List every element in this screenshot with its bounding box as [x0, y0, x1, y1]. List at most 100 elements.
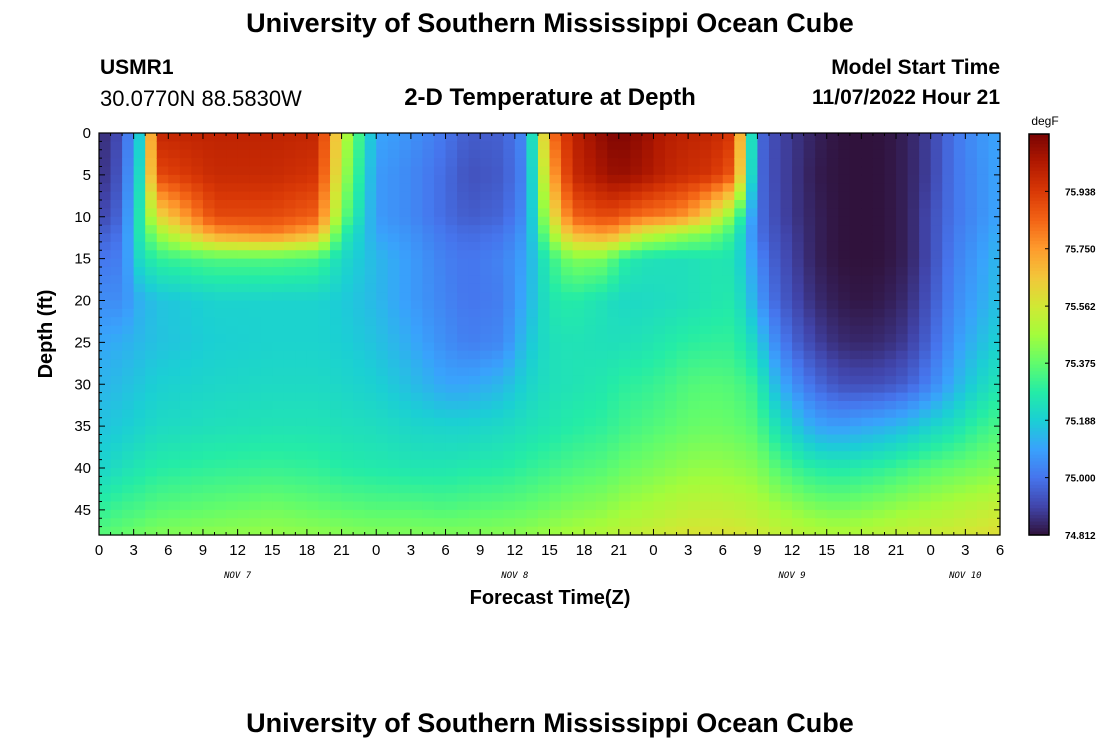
heatmap-cell — [226, 476, 239, 486]
heatmap-cell — [803, 200, 816, 209]
heatmap-cell — [919, 283, 932, 293]
heatmap-cell — [572, 384, 585, 394]
heatmap-cell — [561, 283, 574, 293]
heatmap-cell — [561, 359, 574, 369]
heatmap-cell — [237, 183, 250, 193]
x-tick-label: 9 — [753, 542, 761, 559]
heatmap-cell — [387, 468, 400, 477]
heatmap-cell — [387, 459, 400, 469]
heatmap-cell — [584, 417, 597, 427]
heatmap-cell — [376, 526, 389, 536]
heatmap-cell — [884, 233, 897, 243]
heatmap-cell — [838, 267, 851, 276]
heatmap-cell — [988, 350, 1001, 360]
heatmap-cell — [676, 501, 689, 511]
heatmap-cell — [191, 258, 204, 268]
heatmap-cell — [214, 375, 227, 385]
heatmap-cell — [884, 442, 897, 452]
heatmap-cell — [341, 283, 354, 293]
heatmap-cell — [953, 501, 966, 511]
heatmap-cell — [179, 484, 193, 494]
colorbar-swatch — [1029, 214, 1049, 219]
heatmap-cell — [549, 275, 562, 285]
heatmap-cell — [503, 250, 516, 260]
heatmap-cell — [861, 526, 874, 536]
heatmap-cell — [572, 476, 585, 486]
heatmap-cell — [919, 174, 932, 184]
heatmap-cell — [318, 359, 331, 369]
heatmap-cell — [341, 417, 354, 427]
heatmap-cell — [549, 409, 562, 419]
heatmap-cell — [457, 267, 470, 276]
heatmap-cell — [341, 367, 354, 377]
heatmap-cell — [699, 367, 712, 377]
heatmap-cell — [457, 401, 470, 410]
heatmap-cell — [826, 325, 839, 335]
heatmap-cell — [815, 308, 828, 318]
heatmap-cell — [618, 258, 631, 268]
heatmap-cell — [745, 401, 759, 410]
heatmap-cell — [792, 141, 805, 151]
colorbar-swatch — [1029, 271, 1049, 275]
heatmap-cell — [272, 308, 285, 318]
heatmap-cell — [237, 174, 250, 184]
heatmap-cell — [168, 133, 181, 142]
heatmap-cell — [364, 317, 377, 327]
heatmap-cell — [699, 174, 712, 184]
colorbar-swatch — [1029, 244, 1049, 249]
heatmap-cell — [226, 158, 239, 168]
heatmap-cell — [792, 258, 805, 268]
heatmap-cell — [168, 426, 181, 436]
heatmap-cell — [503, 166, 516, 176]
colorbar-swatch — [1029, 190, 1049, 195]
heatmap-cell — [410, 225, 424, 235]
heatmap-cell — [653, 493, 666, 503]
heatmap-cell — [168, 442, 181, 452]
heatmap-cell — [618, 208, 631, 218]
heatmap-cell — [318, 334, 331, 343]
heatmap-cell — [410, 493, 424, 503]
heatmap-cell — [318, 308, 331, 318]
heatmap-cell — [734, 334, 747, 343]
heatmap-cell — [907, 384, 920, 394]
heatmap-cell — [99, 208, 112, 218]
heatmap-cell — [745, 442, 759, 452]
heatmap-cell — [930, 216, 943, 226]
x-tick-label: 0 — [649, 542, 657, 559]
heatmap-cell — [768, 183, 782, 193]
heatmap-cell — [711, 459, 724, 469]
heatmap-cell — [433, 476, 447, 486]
x-tick-label: 6 — [164, 542, 172, 559]
heatmap-cell — [214, 509, 227, 519]
heatmap-cell — [330, 300, 343, 310]
heatmap-cell — [711, 392, 724, 402]
heatmap-cell — [156, 292, 169, 302]
heatmap-cell — [133, 509, 146, 519]
heatmap-cell — [503, 317, 516, 327]
heatmap-cell — [745, 200, 759, 209]
colorbar-tick-label: 75.375 — [1065, 359, 1096, 370]
heatmap-cell — [595, 208, 608, 218]
heatmap-cell — [953, 208, 966, 218]
heatmap-cell — [514, 359, 527, 369]
heatmap-cell — [976, 468, 990, 477]
heatmap-cell — [607, 267, 620, 276]
heatmap-cell — [295, 275, 308, 285]
heatmap-cell — [156, 426, 169, 436]
heatmap-cell — [410, 359, 424, 369]
heatmap-cell — [468, 518, 481, 528]
heatmap-cell — [953, 401, 966, 410]
colorbar-swatch — [1029, 260, 1049, 265]
heatmap-cell — [919, 501, 932, 511]
heatmap-cell — [306, 493, 320, 503]
heatmap-cell — [99, 509, 112, 519]
heatmap-cell — [965, 367, 978, 377]
heatmap-cell — [468, 317, 481, 327]
heatmap-cell — [699, 526, 712, 536]
heatmap-cell — [526, 342, 539, 352]
heatmap-cell — [399, 200, 412, 209]
heatmap-cell — [491, 267, 504, 276]
heatmap-cell — [191, 367, 204, 377]
heatmap-cell — [768, 359, 782, 369]
heatmap-cell — [318, 275, 331, 285]
